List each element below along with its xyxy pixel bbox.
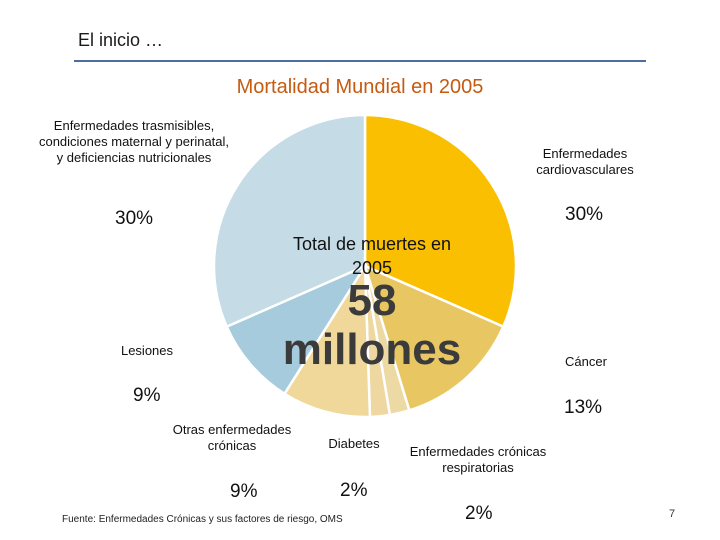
label-otras-cronicas: Otras enfermedades crónicas (172, 422, 292, 453)
pct-trasmisibles: 30% (115, 208, 154, 229)
pct-cardiovasculares: 30% (565, 204, 604, 225)
pct-cancer: 13% (564, 397, 603, 418)
pie-slice-0 (363, 113, 518, 329)
chart-title: Mortalidad Mundial en 2005 (236, 76, 484, 98)
label-cardiovasculares: Enfermedades cardiovasculares (536, 146, 634, 177)
label-respiratorias: Enfermedades crónicas respiratorias (409, 444, 547, 475)
pct-respiratorias: 2% (465, 503, 493, 524)
pct-diabetes: 2% (340, 480, 368, 501)
label-cancer: Cáncer (565, 354, 607, 369)
slide-heading: El inicio … (78, 30, 164, 50)
pie-slice-5 (225, 263, 369, 396)
center-caption-line1: Total de muertes en (292, 234, 452, 254)
heading-rule (74, 60, 646, 62)
pie-slice-4 (282, 261, 372, 419)
label-diabetes: Diabetes (328, 436, 380, 451)
label-lesiones: Lesiones (120, 343, 174, 358)
center-caption-line2: 2005 (351, 258, 393, 278)
center-total-caption: Total de muertes en 2005 (262, 232, 482, 280)
pie-slice-1 (363, 263, 505, 412)
source-note: Fuente: Enfermedades Crónicas y sus fact… (62, 514, 343, 525)
pct-lesiones: 9% (133, 385, 161, 406)
page-number: 7 (669, 508, 676, 520)
center-total-unit: millones (282, 325, 462, 374)
pie-slices (212, 113, 518, 419)
label-trasmisibles: Enfermedades trasmisibles, condiciones m… (38, 118, 230, 165)
pct-otras-cronicas: 9% (230, 481, 258, 502)
pie-slice-6 (212, 113, 367, 329)
center-total-number: 58 (347, 276, 397, 325)
